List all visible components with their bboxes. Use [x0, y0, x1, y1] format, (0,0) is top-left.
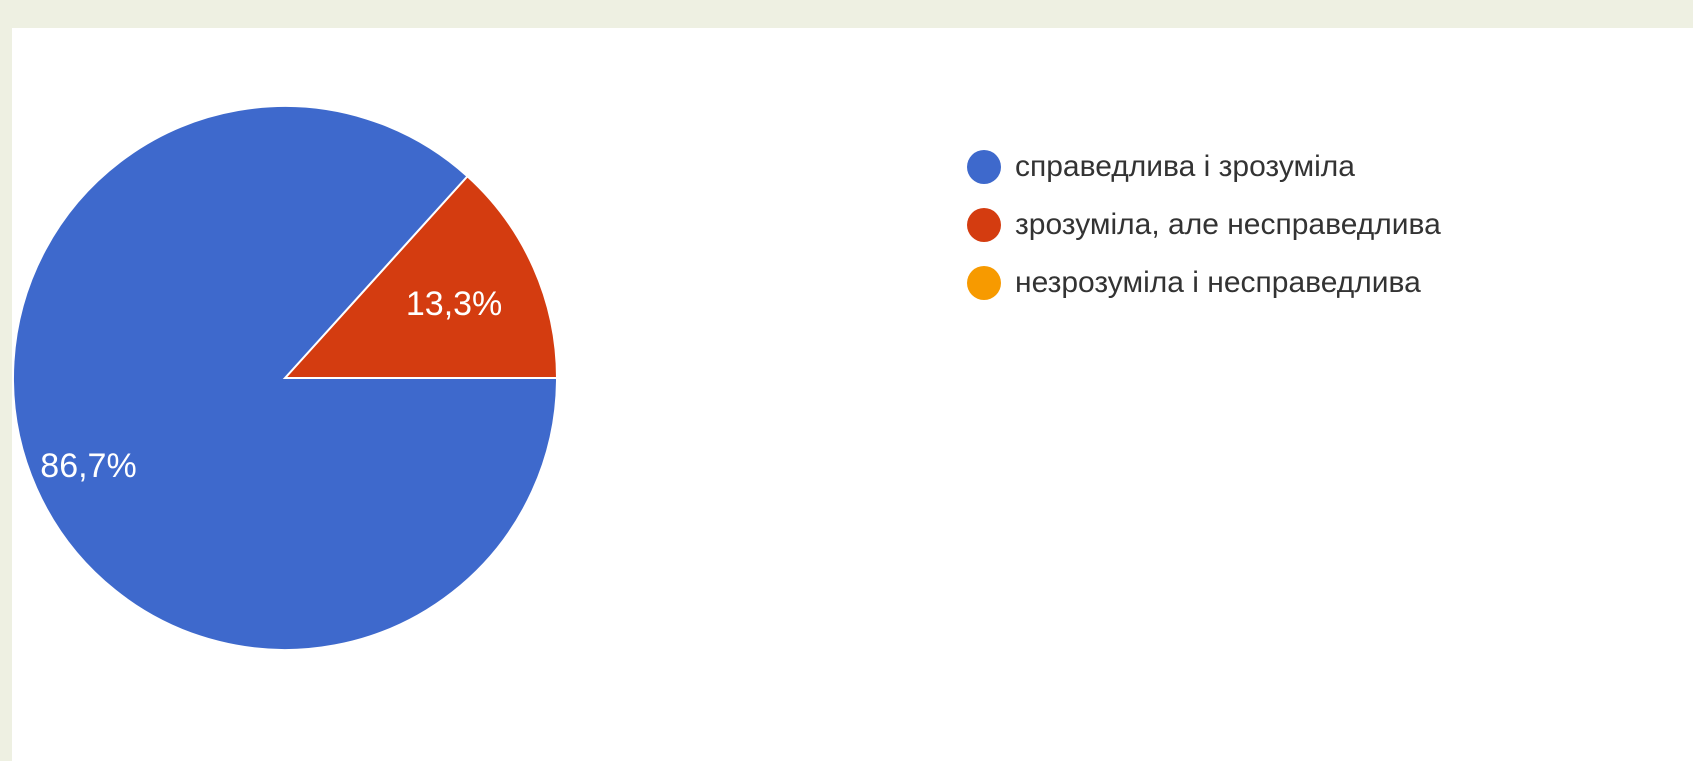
legend-label: справедлива і зрозуміла	[1015, 150, 1355, 183]
legend-label: зрозуміла, але несправедлива	[1015, 208, 1441, 241]
legend-swatch-icon	[967, 266, 1001, 300]
legend-item[interactable]: справедлива і зрозуміла	[967, 138, 1441, 196]
pie-chart: 13,3% 86,7%	[12, 105, 559, 651]
slice-value-label: 86,7%	[40, 447, 136, 485]
chart-frame: 13,3% 86,7% справедлива і зрозуміла зрозу…	[12, 28, 1693, 761]
slice-value-label: 13,3%	[406, 285, 502, 323]
legend-item[interactable]: незрозуміла і несправедлива	[967, 254, 1441, 312]
pie-slice-labels: 13,3% 86,7%	[40, 285, 502, 485]
legend-label: незрозуміла і несправедлива	[1015, 266, 1421, 299]
legend-item[interactable]: зрозуміла, але несправедлива	[967, 196, 1441, 254]
pie-slice[interactable]	[282, 174, 559, 379]
legend: справедлива і зрозуміла зрозуміла, але н…	[967, 138, 1441, 312]
legend-swatch-icon	[967, 208, 1001, 242]
pie-slice[interactable]	[12, 105, 559, 651]
pie-slices	[12, 105, 559, 651]
legend-swatch-icon	[967, 150, 1001, 184]
